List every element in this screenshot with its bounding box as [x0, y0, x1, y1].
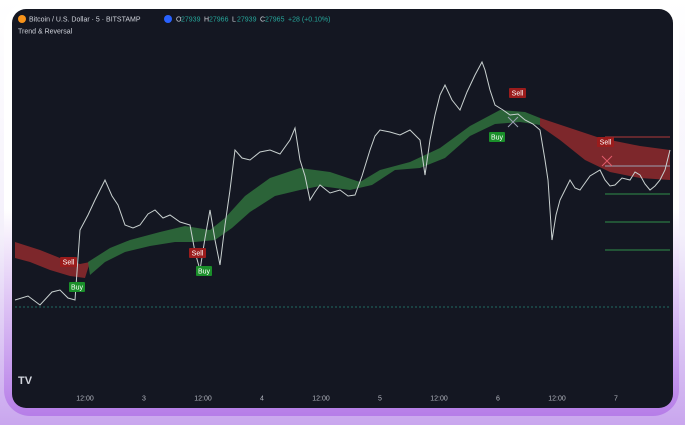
collapse-button[interactable] — [164, 15, 172, 23]
time-label: 5 — [378, 395, 382, 402]
buy-signal: Buy — [69, 282, 85, 292]
cross-marker — [601, 155, 613, 167]
sell-signal: Sell — [60, 257, 77, 267]
change: +28 (+0.10%) — [288, 16, 330, 23]
signal-label: Sell — [512, 90, 524, 97]
chart-panel — [12, 9, 673, 408]
symbol-icon — [18, 15, 26, 23]
symbol-title: Bitcoin / U.S. Dollar · 5 · BITSTAMP — [29, 16, 141, 23]
time-label: 6 — [496, 395, 500, 402]
sell-signal: Sell — [509, 88, 526, 98]
tv-logo: TV — [18, 375, 33, 387]
ohlc-value: 27965 — [265, 16, 285, 23]
time-label: 7 — [614, 395, 618, 402]
signal-label: Sell — [63, 259, 75, 266]
time-label: 12:00 — [194, 395, 212, 402]
time-label: 4 — [260, 395, 264, 402]
signal-label: Buy — [198, 268, 211, 275]
ohlc-key: O — [176, 16, 182, 23]
ohlc-readout: O 27939 H 27966 L 27939 C 27965 +28 (+0.10%) — [176, 16, 330, 23]
ohlc-key: L — [232, 16, 236, 23]
bullish-cloud — [88, 110, 540, 275]
buy-signal: Buy — [196, 266, 212, 276]
signal-label: Sell — [192, 250, 204, 257]
time-label: 12:00 — [548, 395, 566, 402]
bearish-cloud — [15, 242, 90, 278]
time-label: 12:00 — [430, 395, 448, 402]
sell-signal: Sell — [597, 137, 614, 147]
ohlc-key: C — [260, 16, 265, 23]
time-label: 3 — [142, 395, 146, 402]
price-line — [14, 60, 671, 306]
sell-signal: Sell — [189, 248, 206, 258]
signal-label: Sell — [600, 139, 612, 146]
ohlc-value: 27966 — [209, 16, 229, 23]
bearish-cloud — [540, 118, 670, 180]
indicator-name: Trend & Reversal — [18, 28, 73, 35]
signal-label: Buy — [71, 284, 84, 291]
ohlc-value: 27939 — [181, 16, 201, 23]
signal-label: Buy — [491, 134, 504, 141]
cross-marker — [507, 116, 519, 128]
time-label: 12:00 — [76, 395, 94, 402]
ohlc-value: 27939 — [237, 16, 257, 23]
time-axis: 12:00 3 12:00 4 12:00 5 12:00 6 12:00 7 — [76, 395, 618, 402]
ohlc-key: H — [204, 16, 209, 23]
time-label: 12:00 — [312, 395, 330, 402]
buy-signal: Buy — [489, 132, 505, 142]
